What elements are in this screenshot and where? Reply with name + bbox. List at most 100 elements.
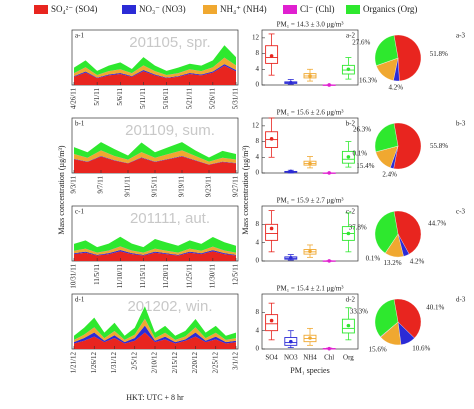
y-tick-label: 8 [256, 308, 260, 316]
x-tick-label: 11/10/11 [116, 264, 124, 289]
y-tick-label: 8 [256, 220, 260, 228]
plot-frame [261, 293, 359, 350]
x-tick-label: 5/6/11 [116, 88, 124, 106]
x-tick-label: 1/31/12 [110, 352, 118, 374]
panel-label: d-2 [346, 296, 356, 304]
panel-label: a-2 [346, 32, 355, 40]
x-tick-label: 9/11/11 [124, 176, 132, 197]
stacked-area [74, 236, 236, 253]
mean [346, 323, 351, 328]
pie-label: 2.4% [382, 171, 397, 179]
x-tick-label: 9/23/11 [205, 176, 213, 198]
stacked-area [74, 45, 236, 75]
mean [308, 161, 312, 166]
mean [289, 169, 293, 174]
pie-label: 44.7% [428, 220, 446, 228]
pie-slice [393, 34, 422, 82]
plot-frame [261, 117, 359, 174]
panel-label: c-3 [456, 208, 465, 216]
pm-note: PM₁ = 15.4 ± 2.1 μg/m³ [277, 285, 344, 293]
category-label: Chl [324, 354, 334, 362]
stacked-area [74, 250, 236, 256]
season-label: 201111, aut. [130, 210, 210, 227]
y-tick-label: 4 [256, 65, 260, 73]
x-tick-label: 3/1/12 [232, 352, 240, 370]
legend-swatch [346, 5, 360, 14]
x-tick-label: 1/21/12 [70, 352, 78, 374]
stacked-area [74, 306, 236, 340]
x-tick-label: 2/25/12 [211, 352, 219, 374]
pie-label: 37.8% [349, 223, 367, 231]
y-tick-label: 4 [256, 326, 260, 334]
pie-label: 16.3% [359, 76, 377, 84]
mean [269, 226, 274, 231]
category-label: Org [343, 354, 354, 362]
legend-label: SO₄²⁻ (SO4) [51, 4, 97, 14]
mean [327, 346, 332, 351]
x-tick-label: 9/7/11 [97, 176, 105, 194]
pie-label: 51.8% [430, 50, 448, 58]
x-tick-label: 11/25/11 [185, 264, 193, 289]
pie-slice [374, 211, 399, 254]
mean [346, 67, 351, 72]
legend-swatch [34, 5, 48, 14]
box-y-label: Mass concentration (µg/m³) [241, 145, 250, 235]
x-tick-label: 11/30/11 [208, 264, 216, 289]
pie-label: 33.3% [350, 307, 368, 315]
stacked-area [74, 251, 236, 261]
x-tick-label: 9/3/11 [70, 176, 78, 194]
y-tick-label: 8 [256, 49, 260, 57]
x-tick-label: 12/5/11 [232, 264, 240, 286]
stacked-area [74, 57, 236, 78]
panel-label: b-1 [75, 120, 85, 128]
pie-label: 27.6% [352, 38, 370, 46]
box-x-label: PM₁ species [290, 366, 329, 375]
panel-label: b-3 [456, 120, 466, 128]
x-tick-label: 2/15/12 [171, 352, 179, 374]
plot-frame [261, 205, 359, 262]
stacked-area [74, 64, 236, 79]
legend-label: NO₃⁻ (NO3) [139, 4, 186, 14]
mean [327, 171, 332, 175]
category-label: SO4 [265, 354, 278, 362]
panel-label: c-1 [75, 208, 84, 216]
x-tick-label: 5/31/11 [232, 88, 240, 110]
y-tick-label: 0 [256, 169, 260, 177]
x-tick-label: 5/21/11 [185, 88, 193, 110]
mean [308, 336, 312, 340]
mean [269, 137, 274, 141]
y-tick-label: 12 [252, 121, 260, 129]
season-label: 201105, spr. [129, 34, 210, 51]
pm-note: PM₁ = 15.6 ± 2.6 μg/m³ [277, 109, 344, 117]
x-tick-label: 2/20/12 [191, 352, 199, 374]
mean [289, 80, 293, 85]
mean [327, 83, 332, 87]
mean [308, 74, 312, 78]
box [265, 314, 279, 332]
pie-slice [393, 122, 422, 170]
mean [327, 259, 332, 263]
pie-label: 4.2% [410, 258, 425, 266]
legend-label: Cl⁻ (Chl) [300, 4, 335, 14]
panel-label: c-2 [346, 208, 355, 216]
x-tick-label: 2/5/12 [130, 352, 138, 370]
stacked-area [74, 142, 236, 162]
mean [289, 255, 293, 260]
x-tick-label: 1/26/12 [90, 352, 98, 374]
season-label: 201109, sum. [125, 122, 215, 139]
category-label: NO3 [284, 354, 298, 362]
x-tick-label: 11/15/11 [139, 264, 147, 289]
x-tick-label: 4/26/11 [70, 88, 78, 110]
panel-label: a-3 [456, 32, 465, 40]
mean [269, 54, 274, 58]
x-tick-label: 5/26/11 [208, 88, 216, 110]
legend-label: NH₄⁺ (NH4) [220, 4, 267, 14]
x-tick-label: 5/11/11 [139, 88, 147, 109]
y-tick-label: 4 [256, 153, 260, 161]
mean [346, 155, 351, 159]
x-tick-label: 9/19/11 [178, 176, 186, 198]
y-tick-label: 4 [256, 238, 260, 246]
panel-label: a-1 [75, 32, 84, 40]
pm-note: PM₁ = 15.9 ± 2.7 μg/m³ [277, 197, 344, 205]
legend-swatch [122, 5, 136, 14]
